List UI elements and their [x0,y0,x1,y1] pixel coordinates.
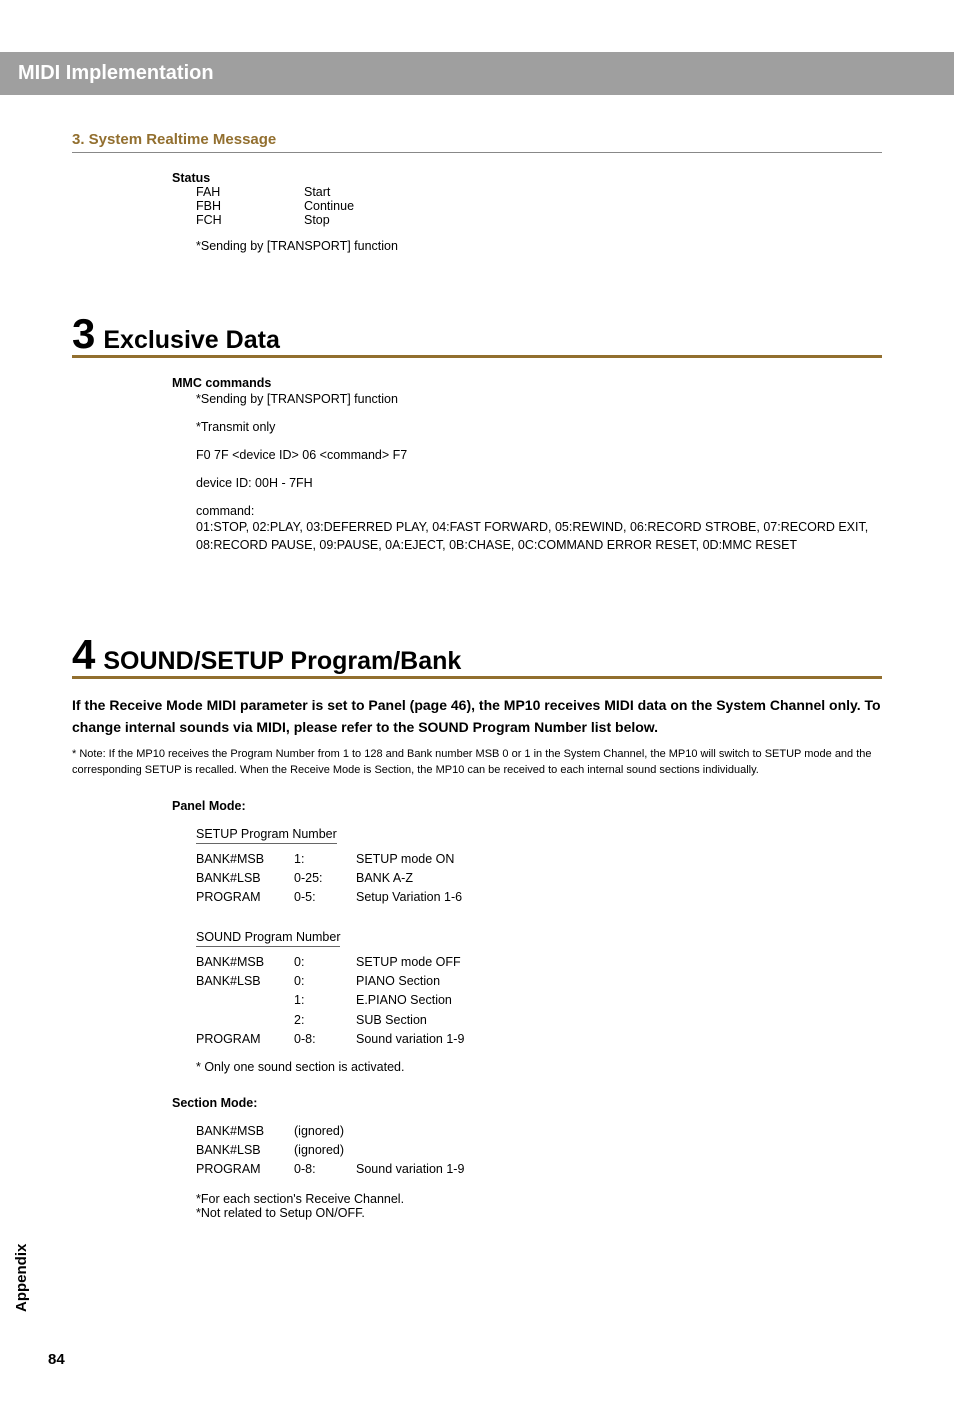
table-row: PROGRAM 0-5: Setup Variation 1-6 [196,888,954,907]
exclusive-data-heading: 3 Exclusive Data [72,313,954,355]
panel-note: * Only one sound section is activated. [196,1060,954,1074]
cell: Sound variation 1-9 [356,1030,464,1049]
cell: E.PIANO Section [356,991,452,1010]
cell: (ignored) [294,1122,344,1141]
cell: 1: [294,850,348,869]
cell: 0: [294,953,348,972]
mmc-cmd-line: 08:RECORD PAUSE, 09:PAUSE, 0A:EJECT, 0B:… [196,536,954,554]
section-mode-table: BANK#MSB (ignored) BANK#LSB (ignored) PR… [196,1122,954,1180]
heading-text: Exclusive Data [103,326,280,355]
mmc-block: MMC commands *Sending by [TRANSPORT] fun… [172,376,954,554]
table-row: BANK#MSB 1: SETUP mode ON [196,850,954,869]
heading-divider [72,676,882,679]
table-row: BANK#LSB (ignored) [196,1141,954,1160]
table-row: PROGRAM 0-8: Sound variation 1-9 [196,1160,954,1179]
sound-program-title: SOUND Program Number [196,930,340,947]
section-mode-label: Section Mode: [172,1096,954,1110]
status-desc: Start [304,185,330,199]
cell: Sound variation 1-9 [356,1160,464,1179]
panel-mode-label: Panel Mode: [172,799,954,813]
mmc-cmd-line: 01:STOP, 02:PLAY, 03:DEFERRED PLAY, 04:F… [196,518,954,536]
table-row: BANK#LSB 0-25: BANK A-Z [196,869,954,888]
status-label: Status [172,171,954,185]
setup-program-title: SETUP Program Number [196,827,337,844]
cell: Setup Variation 1-6 [356,888,462,907]
cell: BANK#MSB [196,850,286,869]
cell: 0-5: [294,888,348,907]
cell: 1: [294,991,348,1010]
mmc-line: device ID: 00H - 7FH [196,476,954,490]
status-row: FAH Start [196,185,954,199]
footnote: * Note: If the MP10 receives the Program… [72,747,882,779]
status-desc: Stop [304,213,330,227]
cell: 0-8: [294,1160,348,1179]
cell: SUB Section [356,1011,427,1030]
section-note: *Not related to Setup ON/OFF. [196,1206,954,1220]
heading-number: 4 [72,634,95,676]
table-row: 2: SUB Section [196,1011,954,1030]
heading-text: SOUND/SETUP Program/Bank [103,647,461,676]
sound-table: BANK#MSB 0: SETUP mode OFF BANK#LSB 0: P… [196,953,954,1050]
cell: BANK#LSB [196,1141,286,1160]
table-row: BANK#MSB (ignored) [196,1122,954,1141]
page-number: 84 [48,1351,65,1368]
status-code: FCH [196,213,296,227]
cell: BANK#LSB [196,869,286,888]
status-code: FAH [196,185,296,199]
page-content: 3. System Realtime Message Status FAH St… [0,131,954,1220]
cell: 0: [294,972,348,991]
heading-number: 3 [72,313,95,355]
table-row: BANK#LSB 0: PIANO Section [196,972,954,991]
status-row: FBH Continue [196,199,954,213]
cell [196,991,286,1010]
mmc-line: command: [196,504,954,518]
header-title: MIDI Implementation [18,62,214,84]
cell: BANK A-Z [356,869,413,888]
table-row: BANK#MSB 0: SETUP mode OFF [196,953,954,972]
page-header: MIDI Implementation [0,52,954,95]
cell: PROGRAM [196,1030,286,1049]
table-row: 1: E.PIANO Section [196,991,954,1010]
status-row: FCH Stop [196,213,954,227]
cell: BANK#MSB [196,953,286,972]
cell: 2: [294,1011,348,1030]
mmc-cmd-list: 01:STOP, 02:PLAY, 03:DEFERRED PLAY, 04:F… [196,518,954,554]
appendix-tab: Appendix [13,1244,30,1312]
mmc-line: *Transmit only [196,420,954,434]
cell: PROGRAM [196,888,286,907]
mmc-line: *Sending by [TRANSPORT] function [196,392,954,406]
cell: PROGRAM [196,1160,286,1179]
status-note: *Sending by [TRANSPORT] function [196,239,954,253]
divider [72,152,882,153]
mmc-line: F0 7F <device ID> 06 <command> F7 [196,448,954,462]
cell: (ignored) [294,1141,344,1160]
section-mode-block: Section Mode: BANK#MSB (ignored) BANK#LS… [172,1096,954,1220]
cell: 0-8: [294,1030,348,1049]
table-row: PROGRAM 0-8: Sound variation 1-9 [196,1030,954,1049]
cell: 0-25: [294,869,348,888]
cell [196,1011,286,1030]
cell: PIANO Section [356,972,440,991]
status-code: FBH [196,199,296,213]
sound-setup-heading: 4 SOUND/SETUP Program/Bank [72,634,954,676]
cell: BANK#MSB [196,1122,286,1141]
mmc-title: MMC commands [172,376,954,390]
section-realtime-title: 3. System Realtime Message [72,131,954,148]
heading-divider [72,355,882,358]
status-desc: Continue [304,199,354,213]
status-block: Status FAH Start FBH Continue FCH Stop *… [172,171,954,253]
cell: BANK#LSB [196,972,286,991]
section-note: *For each section's Receive Channel. [196,1192,954,1206]
intro-paragraph: If the Receive Mode MIDI parameter is se… [72,695,882,738]
setup-table: BANK#MSB 1: SETUP mode ON BANK#LSB 0-25:… [196,850,954,908]
panel-mode-block: Panel Mode: SETUP Program Number BANK#MS… [172,799,954,1074]
cell: SETUP mode OFF [356,953,461,972]
cell: SETUP mode ON [356,850,454,869]
